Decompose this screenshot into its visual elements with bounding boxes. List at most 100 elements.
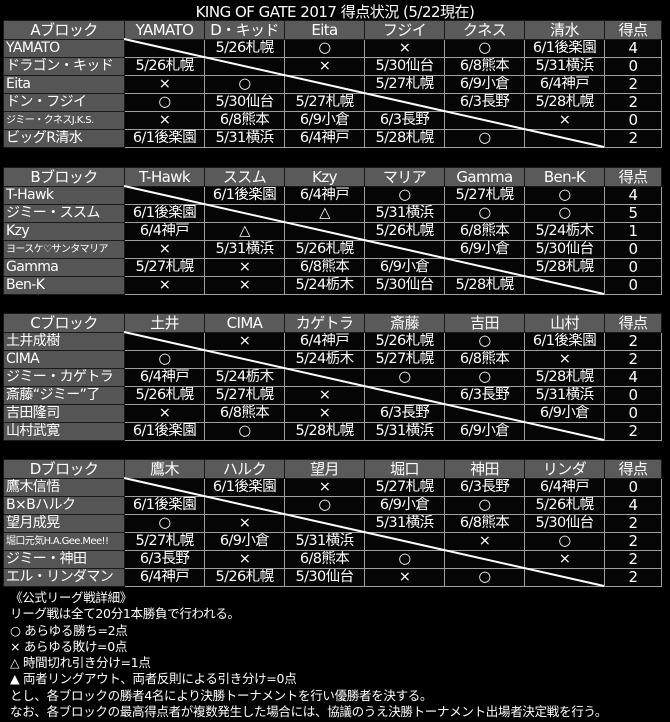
note-line: なお、各ブロックの最高得点者が複数発生した場合には、協議のうえ決勝トーナメント出… (10, 704, 608, 720)
points-value: 0 (604, 386, 662, 405)
wrestler-name: YAMATO (3, 39, 125, 58)
match-cell: 5/31横浜 (364, 514, 445, 533)
points-value: 1 (604, 222, 662, 241)
match-cell: 6/9小倉 (444, 422, 525, 441)
match-cell: 6/1後楽園 (124, 204, 205, 223)
match-cell: 6/9小倉 (524, 404, 605, 423)
table-row: ビッグR清水 6/1後楽園 5/31横浜 6/4神戸 5/28札幌 ○ 2 (3, 129, 662, 148)
match-cell: × (284, 404, 365, 423)
table-row: Eita × ○ 5/27札幌 6/9小倉 6/4神戸 2 (3, 75, 662, 94)
match-cell: 5/31横浜 (364, 204, 445, 223)
note-line: ○ あらゆる勝ち=2点 (10, 622, 128, 638)
points-header: 得点 (604, 20, 662, 40)
points-value: 4 (604, 368, 662, 387)
match-cell: ○ (124, 514, 205, 533)
match-cell: ○ (364, 368, 445, 387)
self-match-cell (444, 111, 525, 130)
points-value: 4 (604, 496, 662, 515)
column-header: CIMA (204, 313, 285, 333)
match-cell: 6/1後楽園 (124, 496, 205, 515)
match-cell: 6/3長野 (444, 386, 525, 405)
match-cell: 5/27札幌 (124, 258, 205, 277)
table-row: T-Hawk 6/1後楽園 6/4神戸 ○ 5/27札幌 ○ 4 (3, 186, 662, 205)
self-match-cell (364, 240, 445, 259)
wrestler-name: 堀口元気H.A.Gee.Mee!! (3, 532, 125, 551)
table-row: エル・リンダマン 6/4神戸 5/26札幌 5/30仙台 × ○ 2 (3, 568, 662, 587)
standings-table: Cブロック 土井 CIMA カゲトラ 斎藤 吉田 山村 得点 土井成樹 × 6/4神戸 5/26札幌 ○… (3, 313, 662, 441)
block-label: Cブロック (3, 313, 125, 333)
points-value: 2 (604, 350, 662, 369)
match-cell: 5/27札幌 (444, 186, 525, 205)
match-cell: ○ (524, 204, 605, 223)
wrestler-name: 斎藤“ジミー”了 (3, 386, 125, 405)
match-cell: 5/26札幌 (364, 332, 445, 351)
self-match-cell (284, 222, 365, 241)
points-value: 5 (604, 204, 662, 223)
points-value: 2 (604, 568, 662, 587)
match-cell: × (124, 75, 205, 94)
wrestler-name: 鷹木信悟 (3, 478, 125, 497)
table-row: 山村武寛 6/1後楽園 ○ 5/28札幌 5/31横浜 6/9小倉 2 (3, 422, 662, 441)
column-header: ハルク (204, 459, 285, 479)
match-cell: 5/27札幌 (364, 75, 445, 94)
match-cell: 6/9小倉 (364, 258, 445, 277)
match-cell: ○ (444, 332, 525, 351)
header-row: Dブロック 鷹木 ハルク 望月 堀口 神田 リンダ 得点 (3, 459, 662, 479)
match-cell: 5/26札幌 (204, 568, 285, 587)
points-value: 0 (604, 478, 662, 497)
wrestler-name: ジミー・クネスJ.K.S. (3, 111, 125, 130)
table-row: ジミー・カゲトラ 6/4神戸 5/24栃木 ○ ○ 5/28札幌 4 (3, 368, 662, 387)
match-cell: ○ (124, 93, 205, 112)
match-cell: 6/8熊本 (284, 550, 365, 569)
column-header: 斎藤 (364, 313, 445, 333)
match-cell: 5/30仙台 (524, 240, 605, 259)
points-value: 2 (604, 129, 662, 148)
match-cell: 6/9小倉 (364, 496, 445, 515)
match-cell: × (364, 39, 445, 58)
header-row: Aブロック YAMATO D・キッド Eita フジイ クネス 清水 得点 (3, 20, 662, 40)
match-cell: ○ (444, 39, 525, 58)
points-value: 2 (604, 422, 662, 441)
match-cell: 6/9小倉 (444, 75, 525, 94)
column-header: T-Hawk (124, 167, 205, 187)
points-value: 2 (604, 532, 662, 551)
column-header: リンダ (524, 459, 605, 479)
table-row: 土井成樹 × 6/4神戸 5/26札幌 ○ 6/1後楽園 2 (3, 332, 662, 351)
points-value: 2 (604, 75, 662, 94)
match-cell: 5/26札幌 (204, 39, 285, 58)
self-match-cell (364, 386, 445, 405)
match-cell: × (284, 478, 365, 497)
match-cell: 5/26札幌 (124, 386, 205, 405)
match-cell: 5/28札幌 (444, 276, 525, 295)
wrestler-name: ジミー・神田 (3, 550, 125, 569)
match-cell: × (124, 240, 205, 259)
match-cell: 6/1後楽園 (524, 39, 605, 58)
match-cell: 5/28札幌 (284, 422, 365, 441)
table-row: ジミー・クネスJ.K.S. × 6/8熊本 6/9小倉 6/3長野 × 0 (3, 111, 662, 130)
match-cell: × (204, 258, 285, 277)
table-row: ヨースケ♡サンタマリア × 5/31横浜 5/26札幌 6/9小倉 5/30仙台 0 (3, 240, 662, 259)
match-cell: 6/4神戸 (284, 186, 365, 205)
match-cell: 5/28札幌 (524, 368, 605, 387)
match-cell: 6/1後楽園 (204, 186, 285, 205)
wrestler-name: 土井成樹 (3, 332, 125, 351)
wrestler-name: Kzy (3, 222, 125, 241)
match-cell: 6/8熊本 (444, 514, 525, 533)
points-value: 0 (604, 258, 662, 277)
match-cell: 5/26札幌 (524, 496, 605, 515)
wrestler-name: ヨースケ♡サンタマリア (3, 240, 125, 259)
column-header: Kzy (284, 167, 365, 187)
table-row: ジミー・神田 6/3長野 × 6/8熊本 ○ × 2 (3, 550, 662, 569)
self-match-cell (124, 186, 205, 205)
match-cell: 6/4神戸 (124, 568, 205, 587)
self-match-cell (284, 514, 365, 533)
wrestler-name: 山村武寛 (3, 422, 125, 441)
block-c-standings: Cブロック 土井 CIMA カゲトラ 斎藤 吉田 山村 得点 土井成樹 × 6/4神戸 5/26札幌 ○… (3, 313, 662, 441)
column-header: 山村 (524, 313, 605, 333)
match-cell: ○ (444, 496, 525, 515)
self-match-cell (444, 258, 525, 277)
match-cell: ○ (284, 496, 365, 515)
points-value: 2 (604, 332, 662, 351)
match-cell: 6/1後楽園 (124, 422, 205, 441)
points-value: 2 (604, 550, 662, 569)
